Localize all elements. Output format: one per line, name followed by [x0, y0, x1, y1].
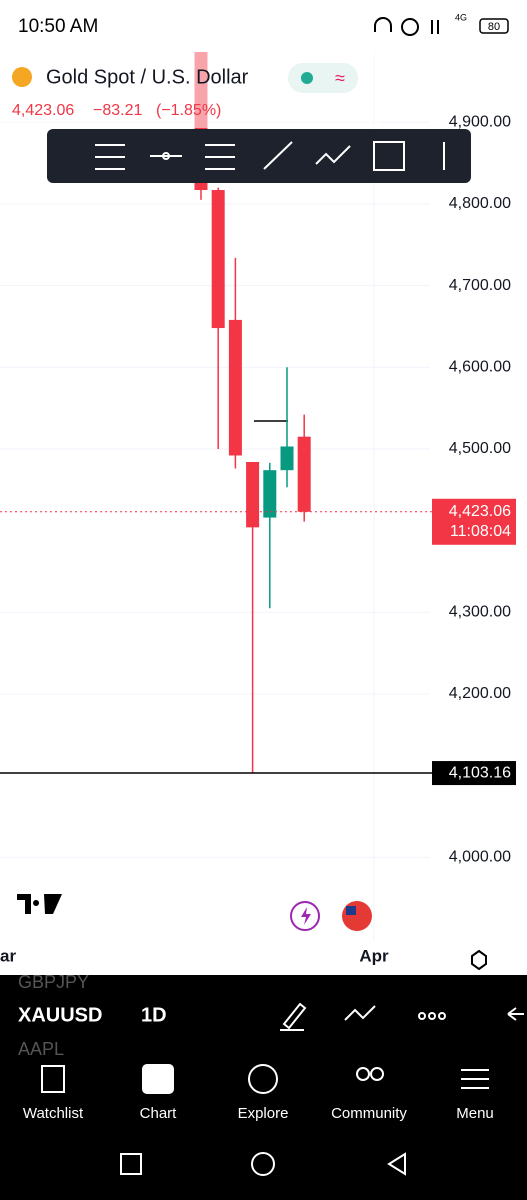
candle-body [211, 190, 225, 329]
interval[interactable]: 1D [141, 1004, 167, 1026]
status-bar [0, 0, 527, 52]
battery [479, 18, 509, 34]
header-change-percent: (−1.85%) [156, 102, 221, 119]
symbol[interactable]: XAUUSD [18, 1004, 102, 1026]
nav-label[interactable]: Community [331, 1105, 407, 1122]
drawing-toolbar [47, 129, 471, 183]
market-open-dot [301, 72, 313, 84]
bottom-area [0, 975, 527, 1200]
y-tick-label: 4,300.00 [449, 604, 511, 621]
candle-body [297, 436, 311, 512]
flag-button[interactable] [342, 901, 372, 931]
y-tick-label: 4,000.00 [449, 849, 511, 866]
nav-label[interactable]: Explore [238, 1105, 289, 1122]
y-tick-label: 4,700.00 [449, 277, 511, 294]
flag-canton [346, 906, 356, 915]
settings-icon[interactable] [471, 949, 487, 971]
candle-body [280, 446, 294, 471]
lightning-icon [301, 907, 311, 925]
low-marker-label: 4,103.16 [449, 764, 511, 781]
status-pill[interactable] [288, 63, 358, 93]
nav-label[interactable]: Watchlist [23, 1105, 84, 1122]
y-tick-label: 4,600.00 [449, 358, 511, 375]
symbol-icon [12, 67, 32, 87]
header-price: 4,423.06 [12, 102, 74, 119]
status-icons [374, 17, 439, 36]
last-price-label: 4,423.06 [449, 503, 511, 520]
candle-body [246, 462, 260, 528]
status-time: 10:50 AM [18, 16, 98, 37]
symbol-title[interactable]: Gold Spot / U.S. Dollar [46, 66, 249, 88]
nav-icons [41, 1064, 489, 1176]
x-tick-label: ar [0, 946, 16, 965]
nav-label[interactable]: Chart [140, 1105, 178, 1122]
battery-level: 80 [488, 21, 500, 33]
tv-logo [17, 894, 62, 914]
toolbar-icons [95, 141, 445, 171]
nav-bar: Watchlist Chart Explore Community Menu [23, 1105, 494, 1122]
y-tick-label: 4,800.00 [449, 195, 511, 212]
wave-icon: ≈ [335, 68, 345, 88]
next-symbol[interactable]: AAPL [18, 1039, 64, 1059]
x-tick-label: Apr [359, 946, 389, 965]
status-network: 4G [455, 12, 467, 22]
last-price-box [432, 498, 516, 545]
header-change: −83.21 [93, 102, 142, 119]
lightning-button[interactable] [290, 901, 320, 931]
y-tick-label: 4,900.00 [449, 113, 511, 130]
countdown: 11:08:04 [450, 523, 511, 540]
low-marker-box [432, 761, 516, 786]
symbol-bar-icons [280, 1002, 524, 1031]
y-tick-label: 4,200.00 [449, 685, 511, 702]
candle-body [263, 470, 277, 518]
y-tick-label: 4,500.00 [449, 440, 511, 457]
nav-label[interactable]: Menu [456, 1105, 494, 1122]
candle-body [228, 319, 242, 456]
prev-symbol[interactable]: GBPJPY [18, 972, 89, 992]
